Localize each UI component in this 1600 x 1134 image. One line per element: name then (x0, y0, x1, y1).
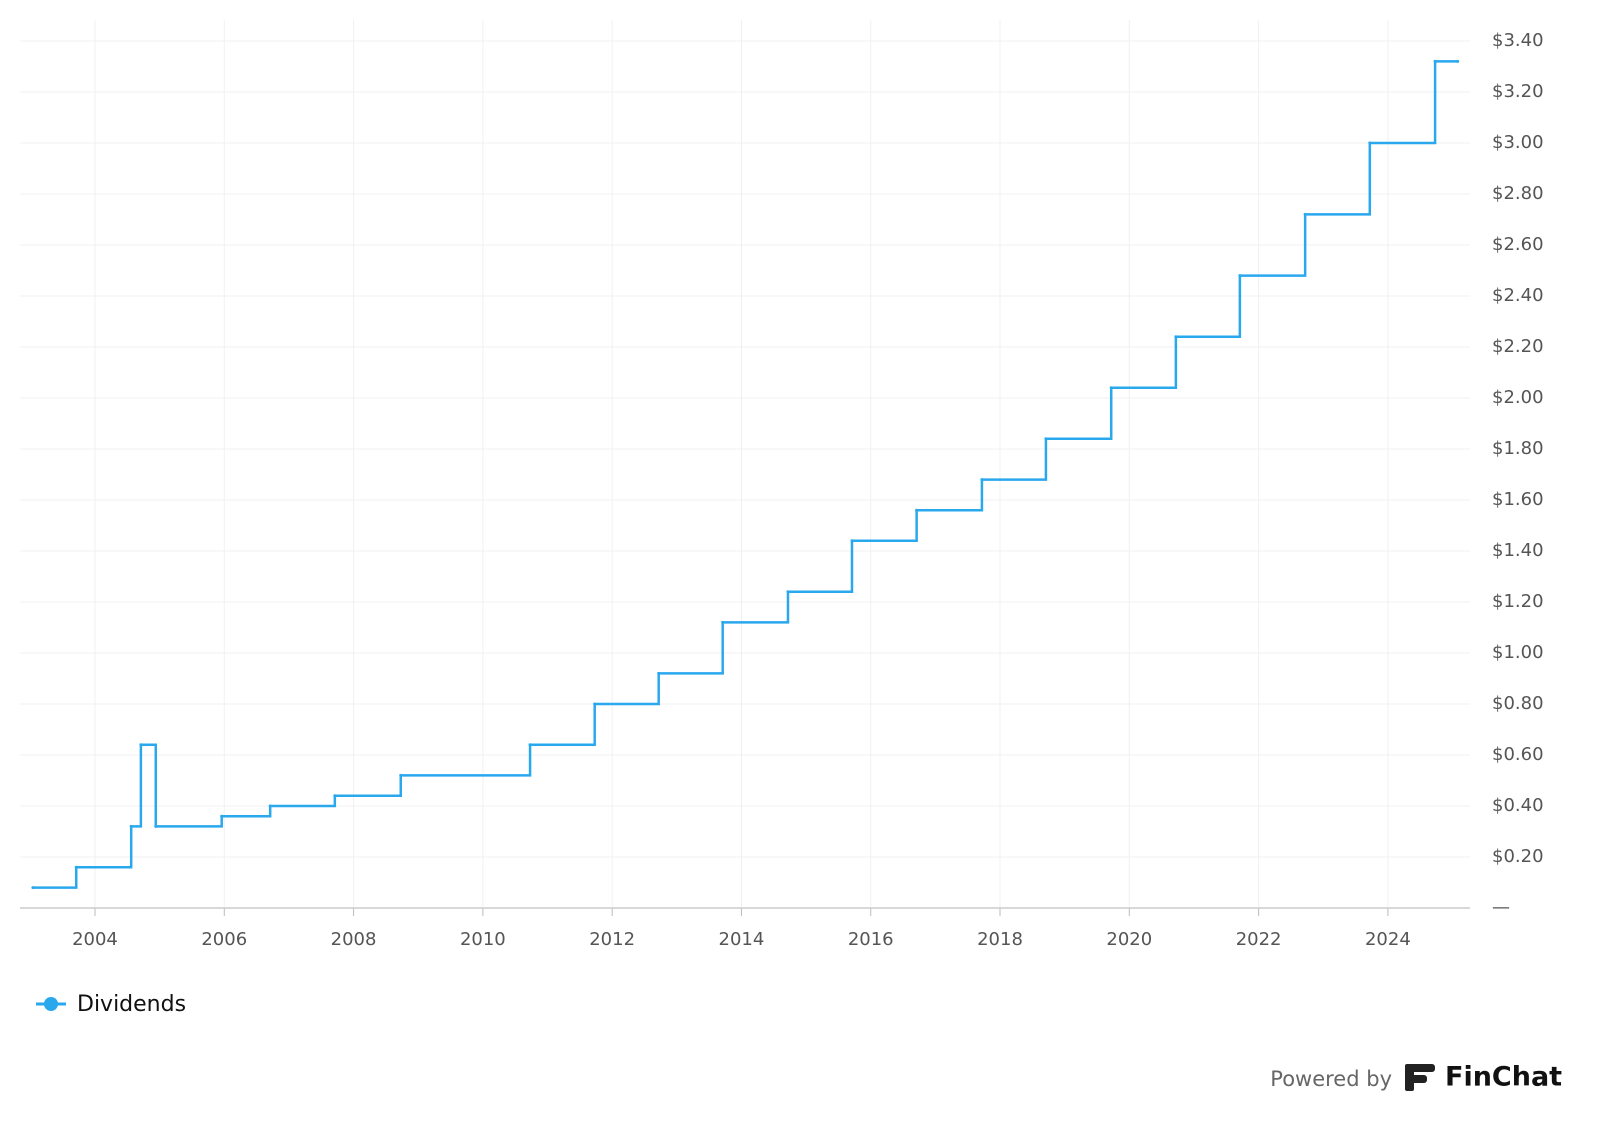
y-tick-label: $2.80 (1492, 183, 1544, 204)
data-point (129, 824, 133, 828)
y-tick-label: $2.20 (1492, 336, 1544, 357)
y-tick-label: $3.20 (1492, 81, 1544, 102)
legend-label: Dividends (77, 992, 186, 1017)
data-point (1368, 141, 1372, 145)
data-point (593, 702, 597, 706)
step-line-path (32, 60, 1458, 889)
y-tick-label: $2.40 (1492, 285, 1544, 306)
data-point (657, 671, 661, 675)
y-tick-label: $0.80 (1492, 693, 1544, 714)
powered-by: Powered by (1270, 1067, 1392, 1091)
x-tick-label: 2016 (848, 929, 894, 950)
data-point (721, 620, 725, 624)
y-tick-label: $0.20 (1492, 846, 1544, 867)
y-tick-label: $3.00 (1492, 132, 1544, 153)
y-tick-label: $3.40 (1492, 30, 1544, 51)
x-tick-label: 2006 (201, 929, 247, 950)
data-point (74, 865, 78, 869)
brand-logo (1405, 1064, 1435, 1091)
data-point (1456, 59, 1460, 63)
data-point (1303, 212, 1307, 216)
y-tick-label: $1.80 (1492, 438, 1544, 459)
data-point (220, 814, 224, 818)
data-point (31, 886, 35, 890)
data-point (786, 590, 790, 594)
data-point (268, 804, 272, 808)
y-tick-label: $2.00 (1492, 387, 1544, 408)
data-point (333, 794, 337, 798)
data-point (154, 824, 158, 828)
y-tick-label: $2.60 (1492, 234, 1544, 255)
x-tick-label: 2024 (1365, 929, 1411, 950)
data-point (1433, 59, 1437, 63)
y-tick-label: $1.00 (1492, 642, 1544, 663)
x-tick-label: 2018 (977, 929, 1023, 950)
x-tick-label: 2010 (460, 929, 506, 950)
x-tick-label: 2022 (1236, 929, 1282, 950)
data-point (399, 773, 403, 777)
data-point (1174, 335, 1178, 339)
data-point (915, 508, 919, 512)
legend-marker (44, 997, 58, 1011)
data-point (1044, 437, 1048, 441)
x-tick-label: 2014 (719, 929, 765, 950)
data-point (1109, 386, 1113, 390)
x-tick-label: 2020 (1106, 929, 1152, 950)
x-tick-label: 2012 (589, 929, 635, 950)
y-tick-label: $1.20 (1492, 591, 1544, 612)
data-point (850, 539, 854, 543)
y-tick-label: $1.40 (1492, 540, 1544, 561)
x-tick-label: 2008 (331, 929, 377, 950)
data-point (139, 743, 143, 747)
x-tick-label: 2004 (72, 929, 118, 950)
data-point (1238, 274, 1242, 278)
data-point (980, 478, 984, 482)
data-point (528, 743, 532, 747)
y-tick-label: $0.40 (1492, 795, 1544, 816)
y-tick-label: $0.60 (1492, 744, 1544, 765)
brand: FinChat (1445, 1062, 1562, 1093)
y-tick-label: — (1492, 897, 1510, 918)
y-tick-label: $1.60 (1492, 489, 1544, 510)
